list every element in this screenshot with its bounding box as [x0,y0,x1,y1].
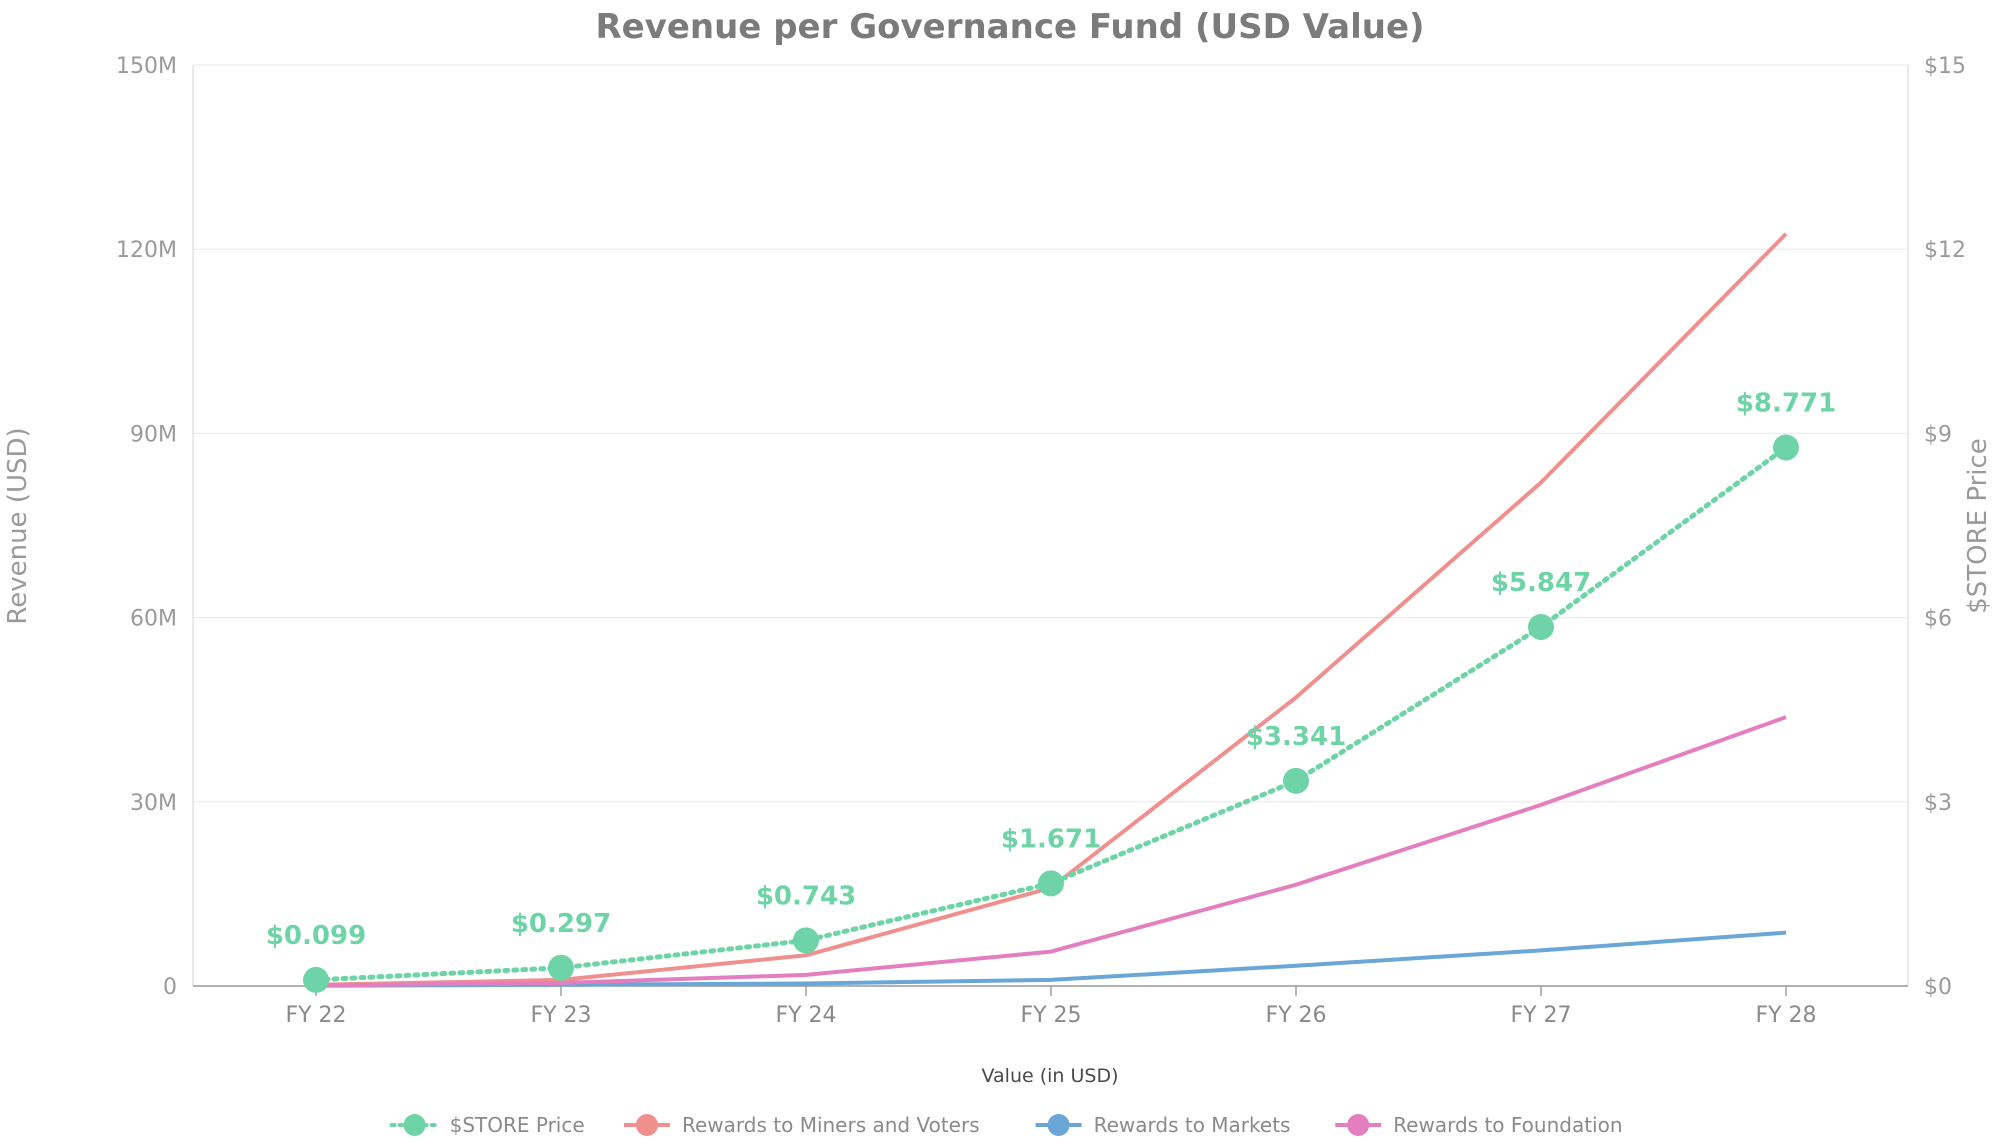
y-tick-label: 90M [130,422,177,447]
data-label: $1.671 [1001,824,1101,854]
series-line-rewards-to-markets [315,930,1787,988]
chart-title: Revenue per Governance Fund (USD Value) [595,7,1424,47]
y-tick-label: 60M [130,607,177,632]
y-tick-label: 0 [163,975,177,1000]
series-line-rewards-to-foundation [315,715,1787,988]
legend-label: Rewards to Miners and Voters [682,1113,980,1137]
data-point [303,966,329,993]
legend-swatch-marker [403,1114,426,1136]
legend-swatch-marker [1347,1114,1370,1136]
data-label: $0.099 [266,921,366,951]
data-label: $0.297 [511,909,611,939]
y2-axis-title: $STORE Price [1963,438,1993,614]
x-tick-label: FY 25 [1020,1003,1081,1028]
y2-tick-label: $3 [1924,791,1952,816]
y2-tick-label: $12 [1924,238,1966,263]
x-tick-label: FY 24 [775,1003,836,1028]
y2-tick-label: $6 [1924,607,1952,632]
x-tick-label: FY 27 [1510,1003,1571,1028]
data-point [1773,434,1799,461]
series-layer [303,232,1799,993]
x-tick-label: FY 23 [530,1003,591,1028]
y-axis-title: Revenue (USD) [3,427,33,624]
legend: $STORE Price Rewards to Miners and Voters… [389,1113,1623,1137]
x-tick-label: FY 28 [1755,1003,1816,1028]
data-label: $0.743 [756,881,856,911]
legend-item[interactable]: Rewards to Markets [1035,1113,1291,1137]
legend-item[interactable]: $STORE Price [389,1113,585,1137]
series-line-store-price [313,445,1789,983]
y2-tick-label: $15 [1924,54,1966,79]
data-point [1283,767,1309,794]
data-label: $3.341 [1246,722,1346,752]
y-tick-label: 150M [116,54,177,79]
legend-item[interactable]: Rewards to Miners and Voters [624,1113,980,1137]
x-tick-label: FY 26 [1265,1003,1326,1028]
y2-tick-label: $9 [1924,422,1952,447]
data-point [1038,870,1064,897]
y-tick-label: 120M [116,238,177,263]
legend-label: $STORE Price [450,1113,585,1137]
legend-swatch-marker [1047,1114,1070,1136]
data-label: $5.847 [1491,568,1591,598]
y2-tick-label: $0 [1924,975,1952,1000]
y-tick-label: 30M [130,791,177,816]
data-label: $8.771 [1736,388,1836,418]
x-tick-label: FY 22 [285,1003,346,1028]
data-labels: $0.099 $0.297 $0.743 $1.671 $3.341 $5.847 $8.7… [266,388,1836,950]
axes: 0 30M 60M 90M 120M 150M $0 $3 $6 $9 $12 $15 FY 22 FY … [116,54,1966,1028]
data-point [548,954,574,981]
legend-item[interactable]: Rewards to Foundation [1335,1113,1623,1137]
data-point [1528,613,1554,640]
x-axis-title: Value (in USD) [982,1065,1119,1087]
legend-label: Rewards to Foundation [1393,1113,1622,1137]
data-point [793,927,819,954]
legend-label: Rewards to Markets [1094,1113,1291,1137]
legend-swatch-marker [636,1114,658,1136]
